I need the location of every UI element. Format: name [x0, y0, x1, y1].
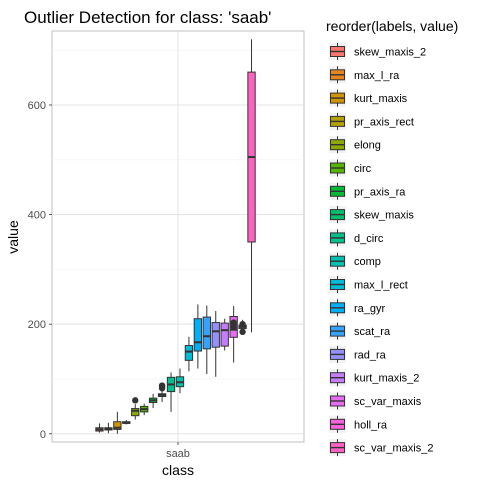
- box-body: [202, 316, 211, 350]
- legend: skew_maxis_2 max_l_ra kurt_maxis pr_axis_re…: [329, 43, 433, 457]
- box-body: [184, 345, 194, 361]
- box-body: [220, 322, 229, 347]
- legend-item-skew_maxis: skew_maxis: [329, 206, 414, 224]
- y-tick-label: 200: [28, 319, 46, 331]
- box-scat_ra: [202, 305, 211, 375]
- box-kurt_maxis: [113, 411, 122, 434]
- legend-title: reorder(labels, value): [326, 18, 458, 34]
- legend-item-pr_axis_ra: pr_axis_ra: [329, 182, 406, 200]
- x-axis-title: class: [162, 462, 194, 478]
- y-tick-label: 0: [40, 429, 46, 441]
- box-skew_maxis_2: [95, 423, 104, 433]
- box-comp: [175, 368, 185, 394]
- box-skew_maxis: [157, 382, 167, 402]
- outlier-point: [230, 319, 237, 326]
- legend-item-comp: comp: [329, 252, 381, 270]
- legend-label: scat_ra: [354, 326, 391, 338]
- legend-item-circ: circ: [329, 159, 372, 177]
- box-pr_axis_rect: [122, 420, 131, 425]
- box-max_l_ra: [104, 422, 113, 434]
- box-body: [211, 322, 220, 348]
- legend-item-kurt_maxis: kurt_maxis: [329, 89, 408, 107]
- legend-label: d_circ: [354, 233, 384, 245]
- y-axis-ticks: 0 200 400 600: [28, 100, 52, 441]
- legend-item-d_circ: d_circ: [329, 229, 384, 247]
- box-body: [113, 421, 122, 430]
- legend-item-sc_var_maxis: sc_var_maxis: [329, 392, 422, 410]
- legend-item-pr_axis_rect: pr_axis_rect: [329, 112, 414, 130]
- box-max_l_rect: [184, 336, 194, 372]
- legend-label: pr_axis_ra: [354, 186, 406, 198]
- legend-label: skew_maxis_2: [354, 47, 426, 59]
- legend-item-max_l_rect: max_l_rect: [329, 276, 408, 293]
- legend-label: max_l_rect: [354, 280, 408, 292]
- x-tick-label: saab: [166, 448, 190, 460]
- box-pr_axis_ra: [148, 393, 158, 409]
- box-body: [131, 408, 140, 417]
- legend-label: max_l_ra: [354, 70, 400, 82]
- legend-label: ra_gyr: [354, 303, 386, 315]
- legend-label: kurt_maxis_2: [354, 373, 419, 385]
- legend-label: circ: [354, 163, 372, 175]
- box-holl_ra: [238, 319, 247, 336]
- legend-label: sc_var_maxis_2: [354, 443, 433, 455]
- box-kurt_maxis_2: [220, 318, 229, 351]
- outlier-point: [132, 397, 139, 404]
- legend-item-ra_gyr: ra_gyr: [329, 299, 386, 317]
- chart-title: Outlier Detection for class: 'saab': [24, 8, 271, 27]
- legend-item-elong: elong: [329, 136, 381, 154]
- y-tick-label: 400: [28, 210, 46, 222]
- legend-item-rad_ra: rad_ra: [329, 345, 387, 363]
- legend-item-sc_var_maxis_2: sc_var_maxis_2: [329, 439, 433, 457]
- box-series: [95, 39, 256, 434]
- box-elong: [131, 397, 140, 420]
- outlier-point: [239, 320, 246, 328]
- legend-label: elong: [354, 140, 381, 152]
- legend-label: comp: [354, 256, 381, 268]
- outlier-point: [158, 382, 166, 389]
- legend-item-kurt_maxis_2: kurt_maxis_2: [329, 369, 419, 387]
- y-axis-title: value: [5, 220, 21, 254]
- box-sc_var_maxis_2: [247, 39, 256, 333]
- x-axis-ticks: saab: [166, 442, 190, 460]
- legend-item-skew_maxis_2: skew_maxis_2: [329, 43, 426, 60]
- box-ra_gyr: [193, 304, 203, 369]
- legend-label: holl_ra: [354, 419, 388, 431]
- box-rad_ra: [211, 311, 220, 377]
- legend-item-holl_ra: holl_ra: [329, 415, 388, 433]
- box-d_circ: [166, 372, 176, 412]
- legend-item-scat_ra: scat_ra: [329, 322, 391, 340]
- legend-label: skew_maxis: [354, 210, 414, 222]
- y-tick-label: 600: [28, 100, 46, 112]
- legend-label: pr_axis_rect: [354, 116, 414, 128]
- legend-label: sc_var_maxis: [354, 396, 422, 408]
- grid-lines: [52, 31, 304, 442]
- box-body: [193, 318, 203, 352]
- legend-label: rad_ra: [354, 349, 387, 361]
- legend-item-max_l_ra: max_l_ra: [329, 66, 400, 84]
- legend-label: kurt_maxis: [354, 93, 408, 105]
- box-sc_var_maxis: [229, 306, 238, 363]
- outlier-point: [239, 328, 246, 336]
- box-circ: [140, 403, 149, 416]
